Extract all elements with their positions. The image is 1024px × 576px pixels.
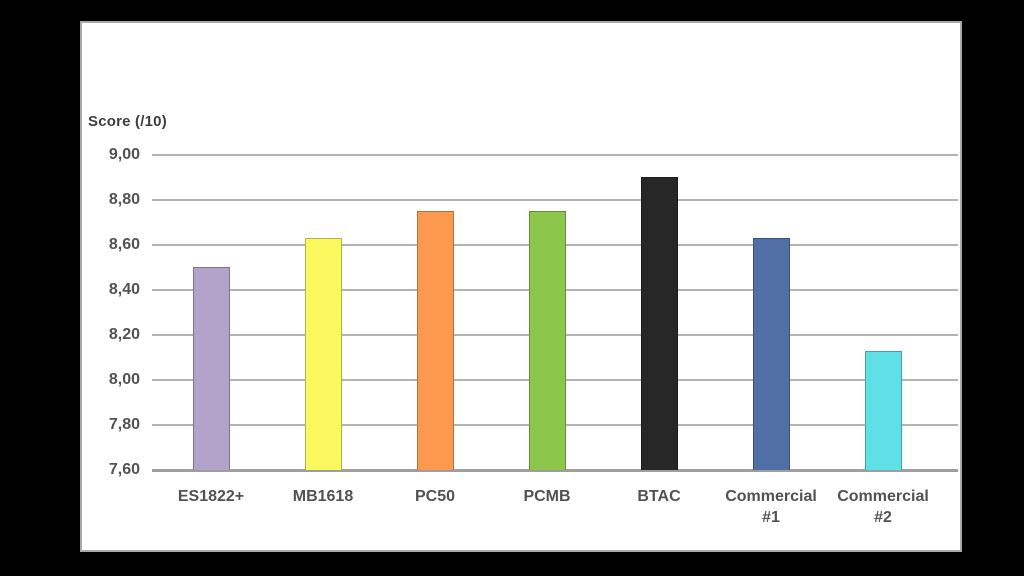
y-tick-label: 8,80 bbox=[108, 191, 140, 208]
category-label-mb1618: MB1618 bbox=[292, 488, 354, 505]
category-label-btac: BTAC bbox=[637, 488, 681, 505]
chart-panel: Score (/10) 9,00 8,80 8,60 8,40 8,20 8,00 7,80… bbox=[80, 21, 962, 552]
bar-es1822 bbox=[193, 267, 230, 470]
bar-pc50 bbox=[417, 211, 454, 470]
category-label-es1822: ES1822+ bbox=[177, 488, 245, 505]
bar-commercial-2 bbox=[865, 351, 902, 470]
y-tick-label: 9,00 bbox=[108, 146, 140, 163]
y-tick-label: 7,60 bbox=[108, 461, 140, 478]
bar-mb1618 bbox=[305, 238, 342, 470]
gridline bbox=[152, 199, 958, 201]
category-label-commercial-2: Commercial #2 bbox=[837, 488, 929, 526]
bar-btac bbox=[641, 177, 678, 470]
category-label-commercial-1: Commercial #1 bbox=[725, 488, 817, 526]
bar-pcmb bbox=[529, 211, 566, 470]
y-tick-label: 8,40 bbox=[108, 281, 140, 298]
gridline bbox=[152, 154, 958, 156]
category-label-pc50: PC50 bbox=[414, 488, 456, 505]
panel-inner: Score (/10) 9,00 8,80 8,60 8,40 8,20 8,00 7,80… bbox=[82, 23, 960, 550]
bar-commercial-1 bbox=[753, 238, 790, 470]
y-tick-label: 8,00 bbox=[108, 371, 140, 388]
x-axis-line bbox=[152, 469, 958, 472]
y-axis-title: Score (/10) bbox=[88, 113, 167, 130]
plot-area bbox=[152, 154, 958, 472]
y-tick-label: 7,80 bbox=[108, 416, 140, 433]
category-label-pcmb: PCMB bbox=[523, 488, 571, 505]
y-tick-label: 8,60 bbox=[108, 236, 140, 253]
y-tick-label: 8,20 bbox=[108, 326, 140, 343]
